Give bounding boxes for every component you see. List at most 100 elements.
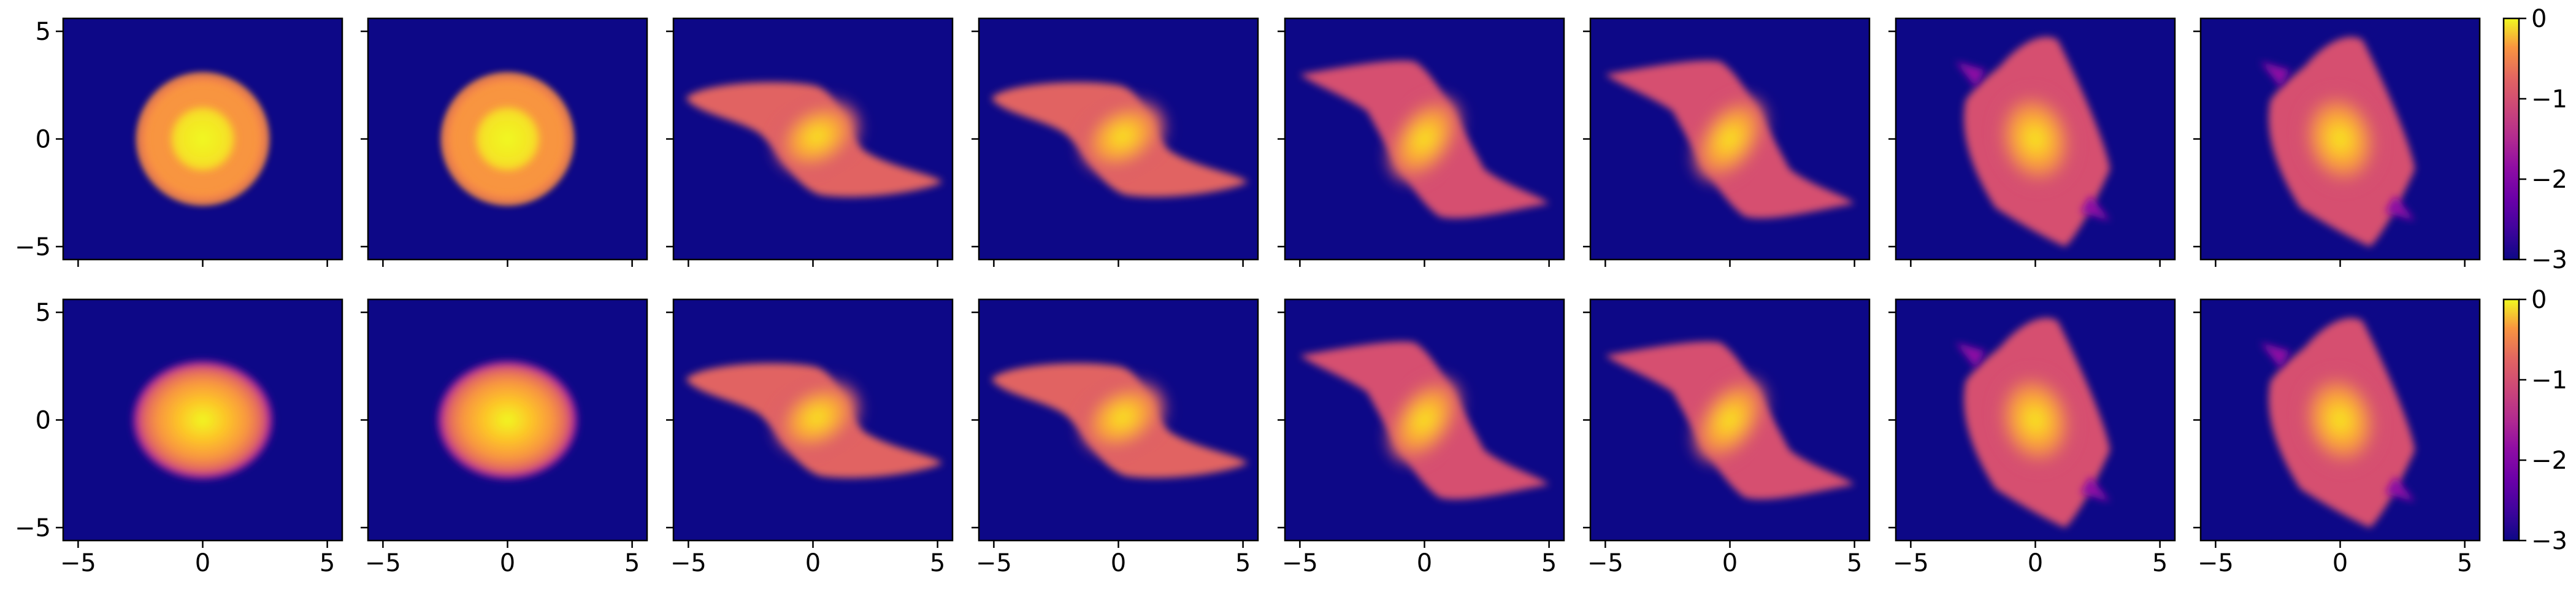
sheared-core bbox=[775, 101, 860, 172]
x-tick-label: −5 bbox=[1893, 549, 1929, 577]
panel-density bbox=[1955, 318, 2110, 528]
x-tick-label: 0 bbox=[2028, 549, 2043, 577]
panel-r1-c0: −5 0 5 −5 0 5 bbox=[15, 298, 343, 577]
x-tick-label: −5 bbox=[2198, 549, 2234, 577]
x-tick-label: −5 bbox=[1282, 549, 1318, 577]
fringe-tail-top bbox=[1955, 61, 1986, 88]
colorbar-tick-label: −3 bbox=[2531, 527, 2567, 555]
colorbar-tick-label: 0 bbox=[2531, 286, 2547, 314]
sheared-core bbox=[1080, 101, 1165, 172]
colorbar-row-1: 0 −1 −2 −3 bbox=[2502, 286, 2567, 555]
panel-density bbox=[1605, 60, 1855, 218]
panel-r0-c7 bbox=[2193, 17, 2481, 267]
panel-r1-c6: −5 0 5 bbox=[1888, 298, 2176, 577]
panel-density bbox=[686, 82, 943, 197]
x-tick-label: 5 bbox=[1541, 549, 1557, 577]
rect-core bbox=[1693, 96, 1767, 182]
panel-density bbox=[1300, 341, 1549, 499]
ring-core bbox=[170, 106, 236, 172]
panels-layer: −5 0 5 −5 0 5 −5 0 5 −5 0 5 −5 0 5 −5 0 5 −5 0 5 −5 0 5 −5 0 5 −5 0 5 bbox=[15, 17, 2481, 577]
x-tick-label: 5 bbox=[1235, 549, 1251, 577]
panel-r1-c7: −5 0 5 bbox=[2193, 298, 2481, 577]
panel-r1-c2: −5 0 5 bbox=[666, 298, 954, 577]
x-tick-label: 0 bbox=[2333, 549, 2348, 577]
fringe-core bbox=[1997, 373, 2074, 467]
panel-density bbox=[1300, 60, 1549, 218]
x-tick-label: 0 bbox=[1722, 549, 1738, 577]
panel-density bbox=[132, 361, 273, 479]
rect-core bbox=[1693, 377, 1767, 463]
panel-r0-c6 bbox=[1888, 17, 2176, 267]
fringe-tail-top bbox=[1955, 342, 1986, 369]
panel-r1-c3: −5 0 5 bbox=[972, 298, 1259, 577]
colorbar-gradient bbox=[2502, 298, 2520, 542]
colorbar-tick-label: −1 bbox=[2531, 85, 2567, 114]
gaussian-blob bbox=[132, 361, 273, 479]
colorbar-tick-label: −2 bbox=[2531, 447, 2567, 475]
colorbar-tick-label: −2 bbox=[2531, 166, 2567, 194]
colorbars-layer: 0 −1 −2 −3 0 −1 −2 −3 bbox=[2502, 5, 2567, 555]
panel-r1-c1: −5 0 5 bbox=[361, 298, 648, 577]
panel-r0-c3 bbox=[972, 17, 1259, 267]
colorbar-tick-label: 0 bbox=[2531, 5, 2547, 33]
ring-core bbox=[475, 106, 540, 172]
x-tick-label: 5 bbox=[2457, 549, 2472, 577]
panel-density bbox=[686, 363, 943, 478]
x-tick-label: −5 bbox=[670, 549, 707, 577]
x-tick-label: 0 bbox=[195, 549, 210, 577]
panel-density bbox=[991, 363, 1248, 478]
panel-density bbox=[991, 82, 1248, 197]
panel-r1-c4: −5 0 5 bbox=[1278, 298, 1565, 577]
x-tick-label: 0 bbox=[805, 549, 821, 577]
panel-density bbox=[2260, 37, 2415, 247]
colorbar-tick-label: −1 bbox=[2531, 366, 2567, 395]
sheared-core bbox=[775, 382, 860, 453]
gaussian-blob bbox=[437, 361, 578, 479]
ring-edge bbox=[443, 74, 572, 204]
x-tick-label: −5 bbox=[365, 549, 401, 577]
sheared-core bbox=[1080, 382, 1165, 453]
panel-density bbox=[2260, 318, 2415, 528]
x-tick-label: 0 bbox=[500, 549, 515, 577]
x-tick-label: 5 bbox=[1847, 549, 1862, 577]
fringe-tail-bottom bbox=[2385, 194, 2415, 221]
y-tick-label: 5 bbox=[36, 299, 51, 327]
panel-density bbox=[1955, 37, 2110, 247]
x-tick-label: 5 bbox=[930, 549, 945, 577]
y-tick-label: 0 bbox=[36, 407, 51, 435]
y-tick-label: −5 bbox=[15, 514, 51, 542]
panel-r0-c5 bbox=[1583, 17, 1871, 267]
x-tick-label: 5 bbox=[320, 549, 335, 577]
fringe-tail-top bbox=[2260, 61, 2291, 88]
x-tick-label: −5 bbox=[1587, 549, 1623, 577]
x-tick-label: 5 bbox=[2152, 549, 2168, 577]
colorbar-row-0: 0 −1 −2 −3 bbox=[2502, 5, 2567, 274]
fringe-tail-top bbox=[2260, 342, 2291, 369]
ring-edge bbox=[138, 74, 267, 204]
fringe-core bbox=[2302, 92, 2379, 186]
panel-r0-c1 bbox=[361, 17, 648, 267]
panel-r0-c4 bbox=[1278, 17, 1565, 267]
colorbar-gradient bbox=[2502, 17, 2520, 261]
x-tick-label: −5 bbox=[976, 549, 1012, 577]
colorbar-tick-label: −3 bbox=[2531, 246, 2567, 274]
y-tick-label: 0 bbox=[36, 126, 51, 154]
x-tick-label: 0 bbox=[1417, 549, 1432, 577]
y-tick-label: 5 bbox=[36, 18, 51, 46]
rect-core bbox=[1387, 377, 1462, 463]
fringe-tail-bottom bbox=[2080, 194, 2110, 221]
rect-core bbox=[1387, 96, 1462, 182]
fringe-tail-bottom bbox=[2385, 475, 2415, 502]
panel-r1-c5: −5 0 5 bbox=[1583, 298, 1871, 577]
fringe-core bbox=[1997, 92, 2074, 186]
fringe-tail-bottom bbox=[2080, 475, 2110, 502]
panel-density bbox=[1605, 341, 1855, 499]
x-tick-label: 0 bbox=[1111, 549, 1126, 577]
x-tick-label: 5 bbox=[624, 549, 640, 577]
fringe-core bbox=[2302, 373, 2379, 467]
panel-density bbox=[442, 74, 573, 204]
y-tick-label: −5 bbox=[15, 233, 51, 261]
panel-r0-c2 bbox=[666, 17, 954, 267]
x-tick-label: −5 bbox=[60, 549, 96, 577]
